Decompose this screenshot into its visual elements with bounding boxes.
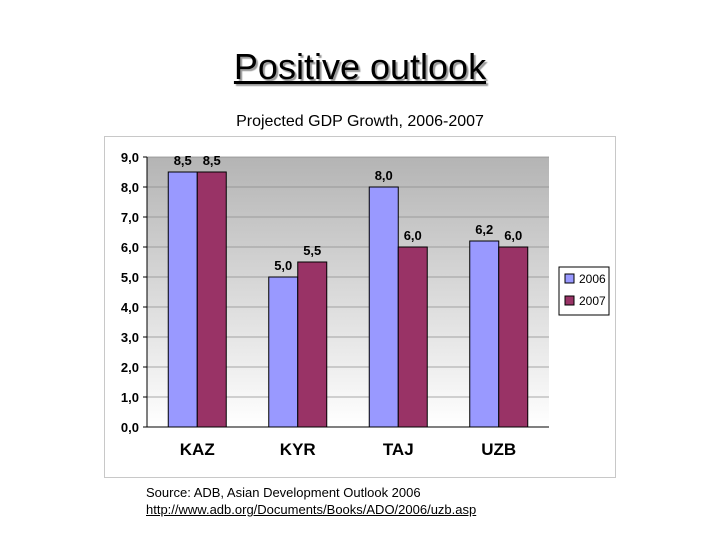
x-tick-label: KAZ [180, 440, 215, 459]
bar-chart: 0,0 1,0 2,0 3,0 4,0 5,0 6,0 7,0 8,0 9,0 8,5 8,5 KAZ 5… [121, 150, 610, 459]
chart-title: Projected GDP Growth, 2006-2007 [236, 113, 484, 130]
y-tick-label: 2,0 [121, 360, 139, 375]
data-label: 6,2 [475, 222, 493, 237]
legend-swatch [564, 295, 575, 306]
y-tick-label: 8,0 [121, 180, 139, 195]
legend-label: 2007 [579, 294, 606, 308]
bar-2007-UZB [498, 246, 529, 428]
y-tick-label: 0,0 [121, 420, 139, 435]
y-tick-label: 5,0 [121, 270, 139, 285]
x-tick-label: UZB [481, 440, 516, 459]
data-label: 6,0 [404, 228, 422, 243]
legend-label: 2006 [579, 272, 606, 286]
data-label: 5,0 [274, 258, 292, 273]
y-tick-label: 9,0 [121, 150, 139, 165]
y-tick-label: 7,0 [121, 210, 139, 225]
y-tick-label: 1,0 [121, 390, 139, 405]
legend-swatch [564, 273, 575, 284]
bar-2006-TAJ [368, 186, 399, 428]
bar-2006-KYR [268, 276, 299, 428]
x-tick-label: KYR [280, 440, 316, 459]
data-label: 8,5 [174, 153, 192, 168]
data-label: 8,0 [375, 168, 393, 183]
bar-2007-TAJ [397, 246, 428, 428]
y-tick-label: 3,0 [121, 330, 139, 345]
source-link[interactable]: http://www.adb.org/Documents/Books/ADO/2… [146, 502, 477, 517]
slide-title: Positive outlook [233, 46, 487, 87]
bar-2006-KAZ [167, 171, 198, 428]
data-label: 5,5 [303, 243, 321, 258]
data-label: 6,0 [504, 228, 522, 243]
bar-2007-KYR [297, 261, 328, 428]
source-note: Source: ADB, Asian Development Outlook 2… [146, 484, 476, 518]
x-tick-label: TAJ [383, 440, 414, 459]
y-tick-label: 4,0 [121, 300, 139, 315]
y-tick-label: 6,0 [121, 240, 139, 255]
data-label: 8,5 [203, 153, 221, 168]
bar-2006-UZB [469, 240, 500, 428]
bar-2007-KAZ [196, 171, 227, 428]
source-text: Source: ADB, Asian Development Outlook 2… [146, 485, 421, 500]
chart-frame: 0,0 1,0 2,0 3,0 4,0 5,0 6,0 7,0 8,0 9,0 8,5 8,5 KAZ 5… [104, 136, 616, 478]
